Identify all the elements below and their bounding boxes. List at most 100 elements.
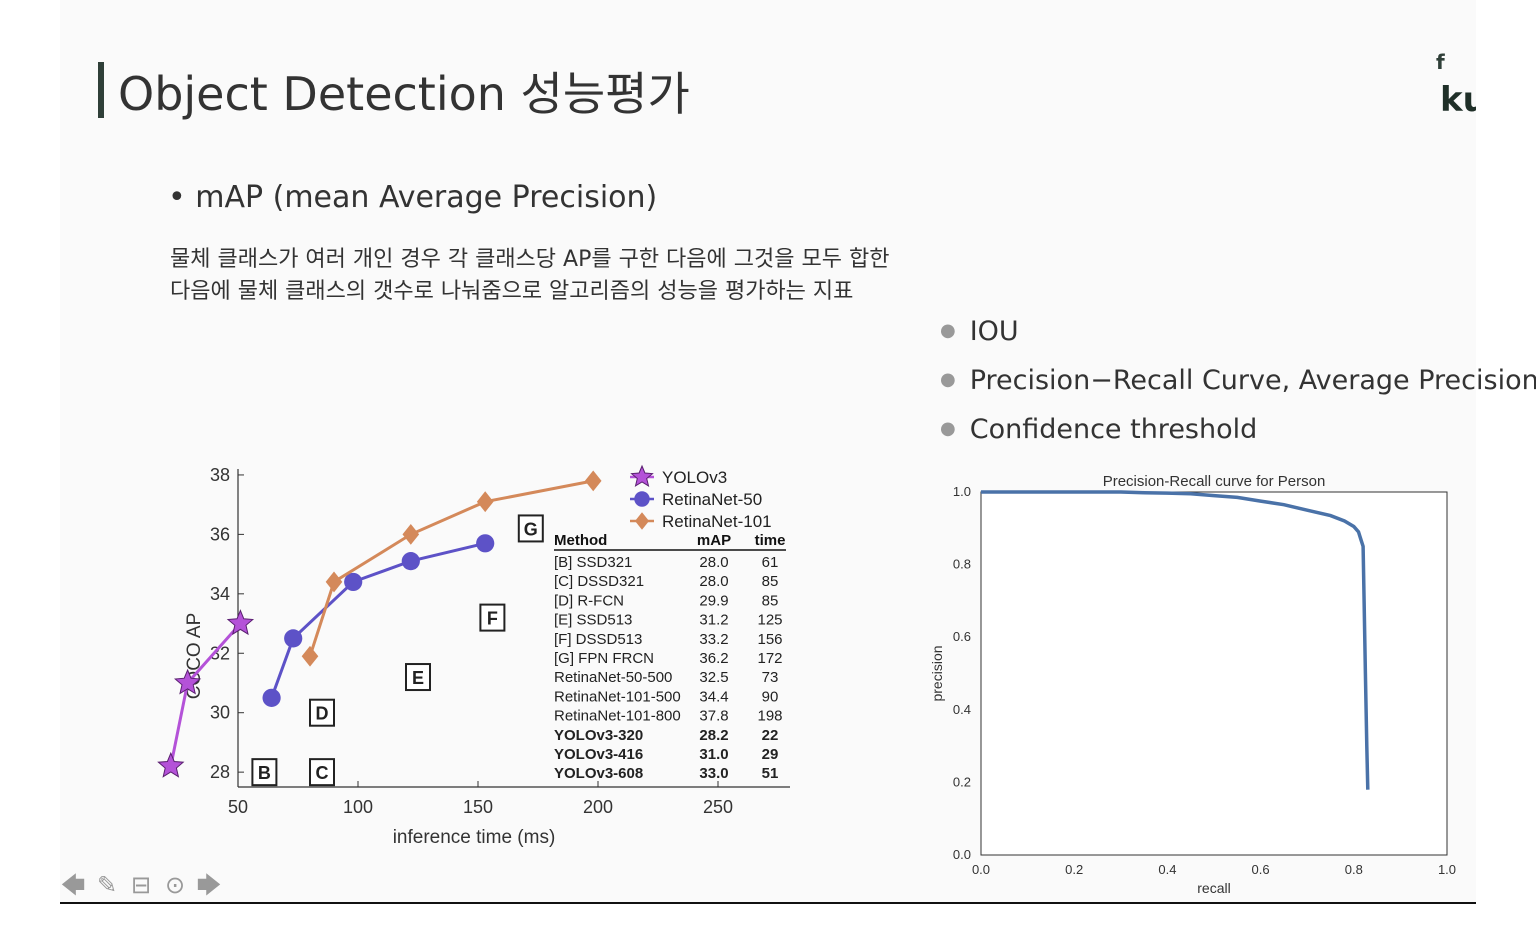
table-cell-map: 28.0 [699, 573, 728, 590]
table-cell-time: 85 [762, 592, 779, 609]
data-point-star [226, 609, 255, 636]
y-tick-label: 30 [210, 703, 230, 723]
bullet-dot-icon: ● [940, 418, 956, 439]
table-cell-method: RetinaNet-101-500 [554, 688, 681, 705]
pen-icon[interactable]: ✎ [96, 871, 118, 899]
coco-ap-chart: 28 30 32 34 36 38 50 100 150 200 250 inference time… [157, 464, 790, 848]
main-bullet-text: mAP (mean Average Precision) [195, 180, 658, 215]
bullet-dot-icon: ● [940, 320, 956, 341]
more-icon[interactable]: ⊙ [164, 871, 186, 899]
bullet-item: ● Precision−Recall Curve, Average Precisi… [940, 365, 1536, 414]
table-cell-method: YOLOv3-608 [554, 765, 643, 782]
data-point-circle [401, 552, 420, 571]
table-cell-time: 29 [762, 746, 779, 763]
main-bullet: • mAP (mean Average Precision) [168, 180, 657, 215]
table-cell-method: [B] SSD321 [554, 554, 632, 571]
method-box [309, 698, 335, 727]
table-cell-time: 90 [762, 688, 779, 705]
x-tick-label: 0.2 [1065, 862, 1083, 877]
x-tick-label: 1.0 [1438, 862, 1456, 877]
table-header: Method [554, 532, 607, 549]
x-axis-label: recall [1197, 880, 1230, 896]
social-icons[interactable]: f 𝕏 [1436, 50, 1476, 74]
right-bullet-list: ● IOU ● Precision−Recall Curve, Average Pr… [940, 316, 1536, 463]
table-cell-map: 28.0 [699, 554, 728, 571]
bullet-item: ● IOU [940, 316, 1536, 365]
legend-label: YOLOv3 [662, 468, 727, 487]
y-tick-label: 0.8 [953, 557, 971, 572]
method-box [405, 663, 431, 692]
data-point-circle [634, 491, 650, 507]
data-point-diamond [584, 470, 602, 492]
table-cell-time: 61 [762, 554, 779, 571]
data-point-diamond [301, 645, 319, 667]
table-cell-map: 33.2 [699, 631, 728, 648]
x-tick-label: 0.8 [1345, 862, 1363, 877]
y-tick-label: 32 [210, 643, 230, 663]
table-cell-time: 125 [757, 612, 782, 629]
table-cell-method: YOLOv3-416 [554, 746, 643, 763]
slide-toolbar: 🡄 ✎ ⊟ ⊙ 🡆 [58, 870, 224, 900]
subtitles-icon[interactable]: ⊟ [130, 871, 152, 899]
next-arrow-icon[interactable]: 🡆 [196, 871, 222, 899]
table-cell-map: 33.0 [699, 765, 728, 782]
y-axis-label: precision [929, 645, 945, 701]
table-cell-method: [C] DSSD321 [554, 573, 644, 590]
data-point-star [157, 751, 185, 778]
bottom-rule [60, 902, 1476, 904]
table-header: time [755, 532, 786, 549]
method-box-label: F [487, 609, 498, 629]
method-box-label: C [316, 763, 329, 783]
plot-frame [980, 491, 1448, 856]
page-title: Object Detection 성능평가 [118, 67, 690, 121]
pr-curve-chart: Precision-Recall curve for Person 0.0 0.2 0… [929, 473, 1456, 896]
x-tick-label: 0.0 [972, 862, 990, 877]
table-cell-map: 32.5 [699, 669, 728, 686]
table-cell-time: 22 [762, 727, 779, 744]
table-cell-time: 172 [757, 650, 782, 667]
y-tick-label: 36 [210, 524, 230, 544]
legend-label: RetinaNet-50 [662, 490, 762, 509]
plot-series [157, 470, 602, 778]
x-tick-label: 0.6 [1252, 862, 1270, 877]
method-box-label: B [258, 763, 271, 783]
title-accent-bar [98, 62, 104, 118]
bullet-text: Confidence threshold [969, 414, 1258, 445]
table-cell-map: 28.2 [699, 727, 728, 744]
y-tick-label: 34 [210, 584, 230, 604]
table-cell-time: 85 [762, 573, 779, 590]
data-point-circle [476, 534, 495, 553]
data-point-star [173, 668, 202, 695]
brand-logo: ku [1440, 80, 1476, 120]
data-point-circle [262, 688, 281, 707]
prev-arrow-icon[interactable]: 🡄 [60, 871, 86, 899]
x-tick-label: 200 [583, 797, 613, 817]
data-point-diamond [634, 512, 650, 530]
y-tick-label: 0.0 [953, 847, 971, 862]
x-tick-label: 0.4 [1158, 862, 1176, 877]
table-cell-map: 34.4 [699, 688, 728, 705]
bullet-dot-icon: • [168, 180, 186, 215]
table-cell-time: 73 [762, 669, 779, 686]
y-tick-label: 0.6 [953, 629, 971, 644]
method-box [309, 758, 335, 787]
table-cell-map: 37.8 [699, 708, 728, 725]
description: 물체 클래스가 여러 개인 경우 각 클래스당 AP를 구한 다음에 그것을 모… [170, 244, 889, 308]
x-tick-label: 150 [463, 797, 493, 817]
method-box [251, 758, 278, 787]
y-tick-label: 0.4 [953, 702, 971, 717]
y-tick-label: 0.2 [953, 774, 971, 789]
data-point-diamond [476, 491, 494, 513]
bullet-dot-icon: ● [940, 369, 956, 390]
corner-branding: f 𝕏 ku [1436, 50, 1476, 130]
bullet-text: Precision−Recall Curve, Average Precisio… [969, 365, 1536, 396]
table-cell-map: 31.2 [699, 612, 728, 629]
data-point-star [630, 464, 654, 487]
table-cell-method: [E] SSD513 [554, 612, 632, 629]
table-cell-method: RetinaNet-50-500 [554, 669, 672, 686]
x-axis-label: inference time (ms) [393, 827, 556, 848]
method-box-label: G [524, 519, 538, 539]
y-tick-label: 28 [210, 762, 230, 782]
table-cell-time: 51 [762, 765, 779, 782]
table-cell-map: 36.2 [699, 650, 728, 667]
